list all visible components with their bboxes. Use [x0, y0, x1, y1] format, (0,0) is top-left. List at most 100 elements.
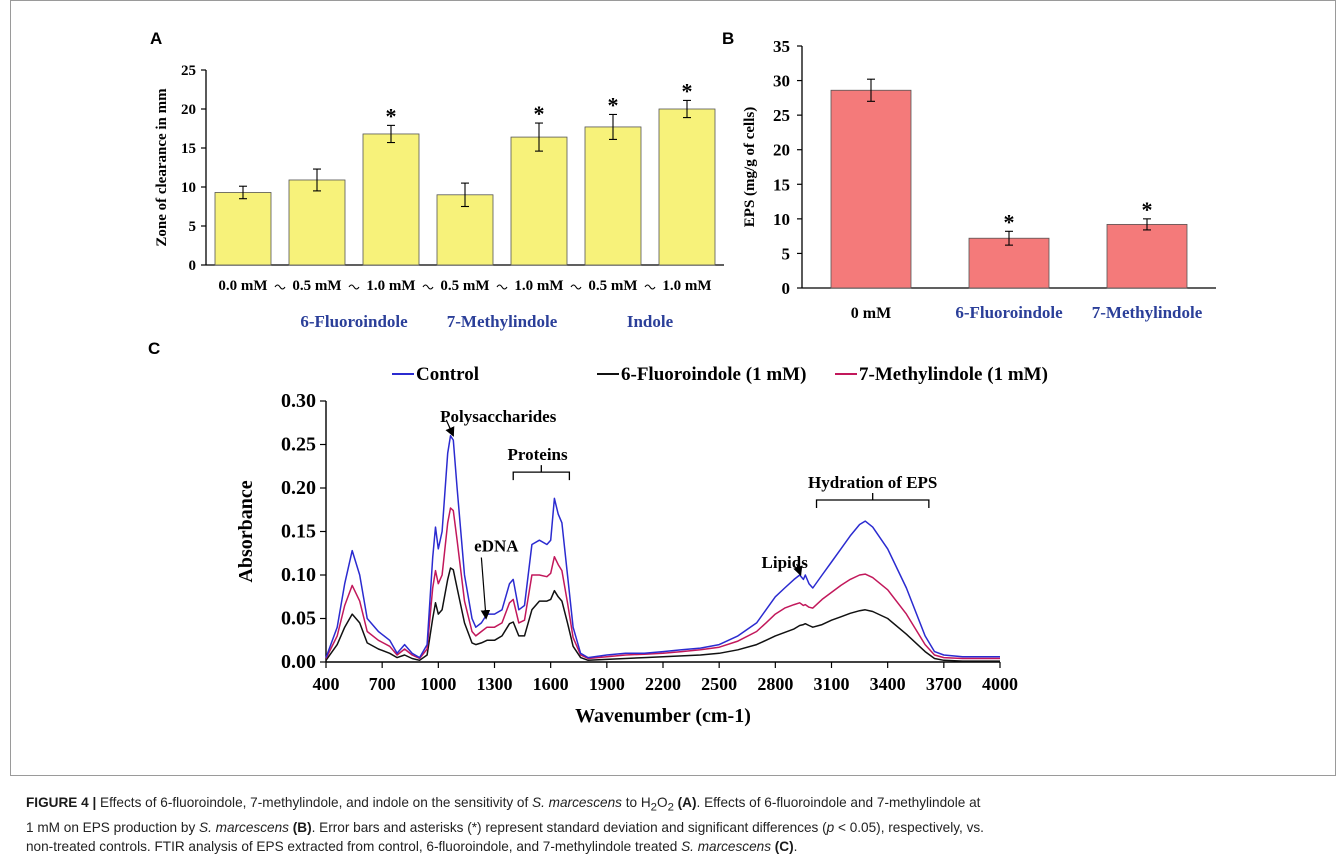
c-x-tick-label: 400 — [313, 674, 340, 694]
b-y-tick-label: 10 — [773, 210, 790, 229]
c-x-tick-label: 2200 — [645, 674, 681, 694]
a-category-label: 1.0 mM — [514, 278, 563, 294]
c-legend-label: 6-Fluoroindole (1 mM) — [621, 364, 806, 385]
c-annotation-label: Hydration of EPS — [808, 473, 937, 492]
caption-ref-c: (C) — [774, 838, 794, 854]
a-category-separator — [570, 284, 582, 290]
caption-label: FIGURE 4 | — [26, 795, 97, 810]
b-y-tick-label: 35 — [773, 37, 790, 56]
a-category-separator — [422, 284, 434, 290]
a-y-tick-label: 20 — [181, 102, 196, 118]
c-annotation-arrow — [480, 557, 491, 620]
a-bar — [658, 108, 716, 266]
c-annotation-bracket — [512, 465, 571, 481]
a-significance-star: * — [608, 92, 619, 117]
caption-organism: S. marcescens — [681, 838, 771, 854]
caption-line-1: FIGURE 4 | Effects of 6-fluoroindole, 7-… — [26, 793, 1326, 818]
c-annotation-bracket — [815, 493, 930, 508]
c-annotation-label: Lipids — [762, 553, 809, 572]
a-category-separator — [348, 284, 360, 290]
b-bar — [830, 89, 912, 289]
caption-text: . Effects of 6-fluoroindole and 7-methyl… — [696, 795, 981, 810]
a-y-tick-label: 5 — [189, 219, 197, 235]
figure-caption: FIGURE 4 | Effects of 6-fluoroindole, 7-… — [26, 793, 1326, 856]
b-category-label: 0 mM — [851, 305, 891, 322]
c-annotation-label: Proteins — [507, 445, 568, 464]
c-y-tick-label: 0.00 — [281, 651, 316, 673]
a-category-label: 0.5 mM — [292, 278, 341, 294]
b-bar — [968, 237, 1050, 289]
figure-svg: A B C 0 5 10 15 20 25 0.0 mM 0.5 mM * 1.0 mM 0.5 m… — [148, 29, 1216, 727]
caption-line-2: 1 mM on EPS production by S. marcescens … — [26, 818, 1326, 837]
c-x-tick-label: 2500 — [701, 674, 737, 694]
c-legend-label: 7-Methylindole (1 mM) — [859, 364, 1048, 385]
a-group-label: 7-Methylindole — [447, 312, 558, 331]
c-legend: Control 6-Fluoroindole (1 mM) 7-Methylindo… — [392, 364, 1048, 385]
a-y-tick-label: 10 — [181, 180, 196, 196]
c-y-axis-title: Absorbance — [235, 480, 257, 582]
a-category-separator — [496, 284, 508, 290]
c-x-tick-label: 2800 — [757, 674, 793, 694]
c-series-line — [325, 567, 1000, 662]
a-y-tick-label: 0 — [189, 258, 197, 274]
caption-organism: S. marcescens — [532, 795, 622, 810]
b-category-label: 7-Methylindole — [1092, 303, 1203, 322]
caption-text: O — [656, 795, 668, 810]
c-y-tick-label: 0.20 — [281, 477, 316, 499]
a-category-separator — [274, 284, 286, 290]
c-y-tick-label: 0.25 — [281, 434, 316, 456]
a-bar — [214, 192, 272, 266]
caption-text: Effects of 6-fluoroindole, 7-methylindol… — [96, 795, 533, 810]
caption-organism: S. marcescens — [199, 819, 289, 835]
c-annotation-arrow — [793, 563, 803, 577]
a-category-separator — [644, 284, 656, 290]
c-y-tick-label: 0.15 — [281, 521, 316, 543]
b-category-label: 6-Fluoroindole — [955, 303, 1063, 322]
a-significance-star: * — [682, 78, 693, 103]
c-x-tick-label: 3400 — [870, 674, 906, 694]
a-category-label: 0.0 mM — [218, 278, 267, 294]
a-bar — [362, 133, 420, 266]
a-group-label: 6-Fluoroindole — [300, 312, 408, 331]
c-annotation-label: Polysaccharides — [440, 407, 557, 426]
c-x-tick-label: 4000 — [982, 674, 1018, 694]
a-y-axis-title: Zone of clearance in mm — [154, 88, 170, 247]
b-y-tick-label: 20 — [773, 141, 790, 160]
c-annotation-label: eDNA — [474, 537, 519, 556]
a-significance-star: * — [534, 101, 545, 126]
c-x-tick-label: 3100 — [814, 674, 850, 694]
c-y-tick-label: 0.05 — [281, 608, 316, 630]
b-y-tick-label: 0 — [782, 279, 791, 298]
panel-letter-a: A — [150, 29, 162, 48]
a-category-label: 1.0 mM — [366, 278, 415, 294]
caption-line-3: non-treated controls. FTIR analysis of E… — [26, 837, 1326, 856]
b-y-tick-label: 5 — [782, 244, 791, 263]
a-y-tick-label: 15 — [181, 141, 196, 157]
a-bar — [584, 126, 642, 266]
caption-text: 1 mM on EPS production by — [26, 819, 200, 835]
a-y-tick-label: 25 — [181, 63, 196, 79]
panel-b-bar-chart: 0 5 10 15 20 25 30 35 0 mM * 6-Fluoroindole * 7-Meth… — [742, 37, 1216, 322]
b-y-tick-label: 15 — [773, 175, 790, 194]
c-series-line — [325, 507, 1000, 660]
panel-c-line-chart: 0.00 0.05 0.10 0.15 0.20 0.25 0.30 400 700 1000 13… — [235, 364, 1048, 727]
caption-ref-a: (A) — [677, 795, 697, 810]
caption-text: . — [793, 838, 798, 854]
b-y-axis-title: EPS (mg/g of cells) — [742, 107, 758, 227]
c-y-tick-label: 0.10 — [281, 564, 316, 586]
a-bar — [288, 179, 346, 266]
caption-text: . Error bars and asterisks (*) represent… — [311, 819, 827, 835]
a-bar — [510, 136, 568, 266]
c-x-tick-label: 1600 — [533, 674, 569, 694]
b-significance-star: * — [1004, 209, 1015, 234]
caption-text: < 0.05), respectively, vs. — [834, 819, 984, 835]
c-x-tick-label: 3700 — [926, 674, 962, 694]
c-y-tick-label: 0.30 — [281, 390, 316, 412]
caption-p-symbol: p — [826, 819, 835, 835]
c-legend-label: Control — [416, 364, 479, 385]
b-y-tick-label: 30 — [773, 72, 790, 91]
b-bar — [1106, 223, 1188, 289]
c-x-tick-label: 1000 — [420, 674, 456, 694]
c-x-tick-label: 1300 — [477, 674, 513, 694]
a-significance-star: * — [386, 103, 397, 128]
